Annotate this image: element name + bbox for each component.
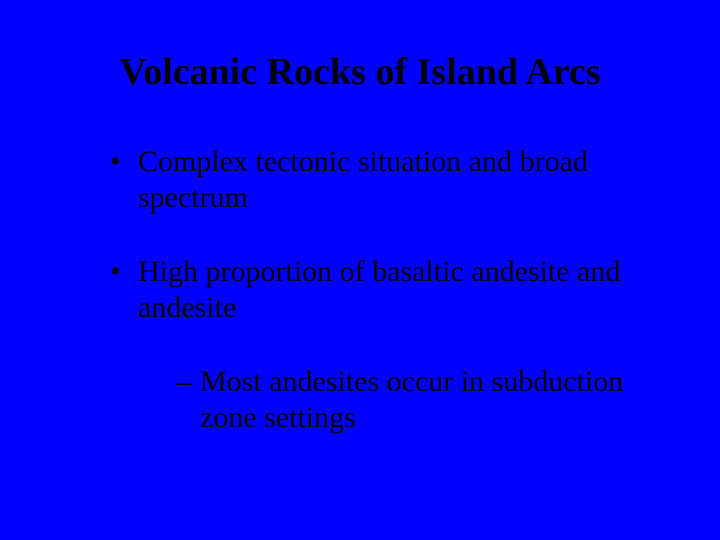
slide-title: Volcanic Rocks of Island Arcs bbox=[60, 50, 660, 94]
bullet-list: Complex tectonic situation and broad spe… bbox=[60, 144, 660, 436]
bullet-item: High proportion of basaltic andesite and… bbox=[110, 254, 660, 436]
slide-container: Volcanic Rocks of Island Arcs Complex te… bbox=[0, 0, 720, 540]
bullet-text: High proportion of basaltic andesite and… bbox=[138, 255, 620, 324]
bullet-item: Complex tectonic situation and broad spe… bbox=[110, 144, 660, 216]
bullet-text: Complex tectonic situation and broad spe… bbox=[138, 145, 588, 214]
sub-list: Most andesites occur in subduction zone … bbox=[138, 364, 660, 436]
sub-text: Most andesites occur in subduction zone … bbox=[200, 365, 623, 434]
sub-item: Most andesites occur in subduction zone … bbox=[176, 364, 660, 436]
